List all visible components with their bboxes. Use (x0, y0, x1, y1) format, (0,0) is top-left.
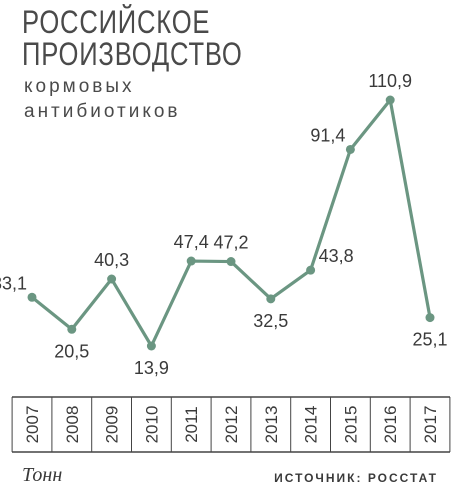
data-point (146, 341, 156, 351)
chart-subtitle-line-2: антибиотиков (24, 101, 181, 122)
chart-title-line-1: РОССИЙСКОЕ (22, 4, 211, 40)
x-tick-label: 2010 (142, 406, 161, 444)
data-point (67, 324, 77, 334)
data-label: 13,9 (134, 358, 169, 378)
x-tick-label: 2011 (182, 406, 201, 443)
chart-title-line-2: ПРОИЗВОДСТВО (22, 36, 243, 72)
data-point (226, 257, 236, 267)
data-label: 40,3 (94, 250, 129, 270)
x-tick-label: 2014 (302, 406, 321, 444)
x-tick-label: 2016 (381, 406, 400, 444)
data-point (345, 144, 355, 154)
data-label: 47,2 (213, 233, 248, 253)
source-note: ИСТОЧНИК: РОССТАТ (274, 471, 438, 485)
data-label: 20,5 (54, 341, 89, 361)
data-label: 32,5 (253, 311, 288, 331)
x-tick-label: 2009 (103, 406, 122, 444)
data-label: 25,1 (412, 330, 447, 350)
data-label: 110,9 (368, 71, 412, 91)
data-label: 47,4 (174, 232, 209, 252)
data-point (27, 292, 37, 302)
x-tick-label: 2013 (262, 406, 281, 444)
data-point (385, 95, 395, 105)
data-labels: 33,1 20,5 40,3 13,9 47,447,2 32,5 43,8 91,4 110,… (0, 71, 448, 378)
series-line-group (30, 98, 432, 348)
data-point (266, 294, 276, 304)
x-tick-label: 2008 (63, 406, 82, 444)
data-label: 91,4 (310, 125, 345, 145)
x-tick-label: 2015 (341, 406, 360, 444)
x-tick-label: 2012 (222, 406, 241, 444)
data-point (107, 274, 117, 284)
x-axis: 2007 2008 2009 2010 2011 2012 2013 2014 2015 2016… (11, 396, 451, 453)
x-tick-label: 2017 (421, 406, 440, 444)
series-line (30, 98, 432, 348)
data-points (27, 95, 435, 351)
data-point (425, 313, 435, 323)
chart-subtitle-line-1: кормовых (24, 76, 135, 97)
unit-label: Тонн (22, 464, 63, 486)
data-label: 43,8 (319, 246, 354, 266)
x-tick-label: 2007 (23, 406, 42, 444)
data-point (306, 265, 316, 275)
data-label: 33,1 (0, 273, 27, 293)
data-point (186, 256, 196, 266)
